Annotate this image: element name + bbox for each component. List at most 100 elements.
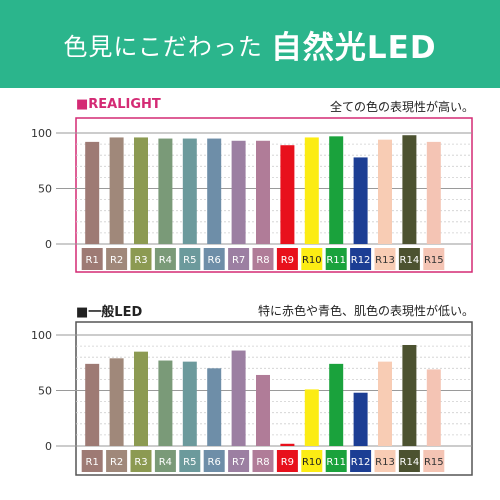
realight-category-label-bg	[179, 248, 201, 270]
general-led-category-label: R4	[159, 457, 172, 468]
realight-category-label-bg	[301, 248, 323, 270]
general-led-bar-r15	[426, 369, 441, 446]
realight-bar-r15	[426, 141, 441, 244]
general-led-category-label-bg	[301, 450, 323, 472]
realight-chart-frame	[75, 117, 473, 273]
general-led-bar-r2	[109, 358, 124, 446]
general-led-category-label: R10	[302, 457, 322, 468]
general-led-category-label: R11	[326, 457, 346, 468]
realight-bar-r14	[402, 135, 417, 244]
realight-category-label-bg	[130, 248, 152, 270]
general-led-category-label-bg	[398, 450, 420, 472]
realight-bar-r13	[378, 139, 392, 244]
realight-category-label: R9	[281, 255, 294, 266]
general-led-category-label-bg	[154, 450, 176, 472]
general-led-chart-subtitle: 特に赤色や青色、肌色の表現性が低い。	[257, 304, 474, 318]
realight-category-label-bg	[154, 248, 176, 270]
realight-category-label-bg	[374, 248, 396, 270]
general-led-bar-r3	[134, 351, 148, 446]
general-led-bar-r7	[231, 350, 246, 446]
banner-title: 色見にこだわった 自然光LED	[0, 0, 500, 88]
general-led-bar-r8	[256, 374, 270, 446]
realight-category-label: R3	[134, 255, 147, 266]
general-led-category-label: R12	[351, 457, 371, 468]
general-led-category-label: R9	[281, 457, 294, 468]
realight-y-tick-label: 100	[31, 127, 52, 140]
realight-category-label-bg	[350, 248, 372, 270]
general-led-category-label: R15	[424, 457, 444, 468]
general-led-category-label-bg	[203, 450, 225, 472]
general-led-category-label: R14	[400, 457, 420, 468]
realight-category-label: R6	[208, 255, 221, 266]
realight-category-label-bg	[203, 248, 225, 270]
realight-chart-subtitle: 全ての色の表現性が高い。	[329, 100, 474, 114]
realight-chart-title: ■REALIGHT	[76, 97, 161, 112]
realight-y-tick-label: 50	[38, 183, 52, 196]
general-led-category-label-bg	[276, 450, 298, 472]
realight-bar-r10	[304, 137, 319, 244]
general-led-category-label: R2	[110, 457, 123, 468]
realight-bar-r12	[353, 157, 368, 244]
general-led-category-label-bg	[374, 450, 396, 472]
realight-category-label: R1	[86, 255, 99, 266]
realight-category-label: R5	[183, 255, 196, 266]
general-led-bar-r14	[402, 344, 417, 446]
realight-category-label-bg	[325, 248, 347, 270]
general-led-category-label-bg	[325, 450, 347, 472]
realight-category-label: R13	[375, 255, 395, 266]
realight-category-label: R8	[256, 255, 269, 266]
general-led-bar-r4	[158, 360, 173, 446]
realight-category-label-bg	[81, 248, 103, 270]
general-led-category-label-bg	[130, 450, 152, 472]
general-led-bar-r11	[329, 363, 344, 446]
realight-bar-r1	[85, 141, 100, 244]
general-led-y-tick-label: 50	[38, 385, 52, 398]
realight-category-label: R11	[326, 255, 346, 266]
realight-y-tick-label: 0	[45, 238, 52, 251]
banner-main-text: 色見にこだわった	[63, 32, 263, 61]
general-led-category-label: R1	[86, 457, 99, 468]
general-led-category-label-bg	[423, 450, 445, 472]
general-led-category-label: R8	[256, 457, 269, 468]
realight-bar-r5	[182, 138, 197, 244]
general-led-category-label: R13	[375, 457, 395, 468]
realight-category-label-bg	[276, 248, 298, 270]
realight-category-label: R2	[110, 255, 123, 266]
general-led-y-tick-label: 0	[45, 440, 52, 453]
general-led-category-label-bg	[81, 450, 103, 472]
general-led-category-label-bg	[252, 450, 274, 472]
general-led-category-label: R7	[232, 457, 245, 468]
realight-category-label: R14	[400, 255, 420, 266]
general-led-bar-r9	[280, 443, 295, 446]
realight-category-label: R12	[351, 255, 371, 266]
realight-category-label: R7	[232, 255, 245, 266]
realight-category-label-bg	[398, 248, 420, 270]
general-led-bar-r1	[85, 363, 100, 446]
general-led-category-label: R5	[183, 457, 196, 468]
general-led-category-label: R6	[208, 457, 221, 468]
banner-accent-text: 自然光LED	[270, 29, 437, 66]
realight-category-label-bg	[106, 248, 128, 270]
general-led-category-label-bg	[350, 450, 372, 472]
realight-category-label: R15	[424, 255, 444, 266]
general-led-chart-frame	[75, 321, 473, 476]
general-led-chart-title: ■一般LED	[76, 305, 143, 320]
realight-bar-r3	[134, 137, 148, 244]
header-banner	[0, 0, 500, 88]
realight-bar-r7	[231, 140, 246, 244]
general-led-bar-r13	[378, 361, 392, 446]
realight-bar-r6	[207, 138, 222, 244]
realight-bar-r8	[256, 140, 270, 244]
general-led-bar-r12	[353, 392, 368, 446]
realight-category-label-bg	[252, 248, 274, 270]
general-led-category-label: R3	[134, 457, 147, 468]
general-led-bar-r5	[182, 361, 197, 446]
general-led-category-label-bg	[106, 450, 128, 472]
general-led-category-label-bg	[179, 450, 201, 472]
realight-category-label-bg	[423, 248, 445, 270]
realight-category-label-bg	[228, 248, 250, 270]
realight-category-label: R4	[159, 255, 172, 266]
realight-bar-r4	[158, 138, 173, 244]
